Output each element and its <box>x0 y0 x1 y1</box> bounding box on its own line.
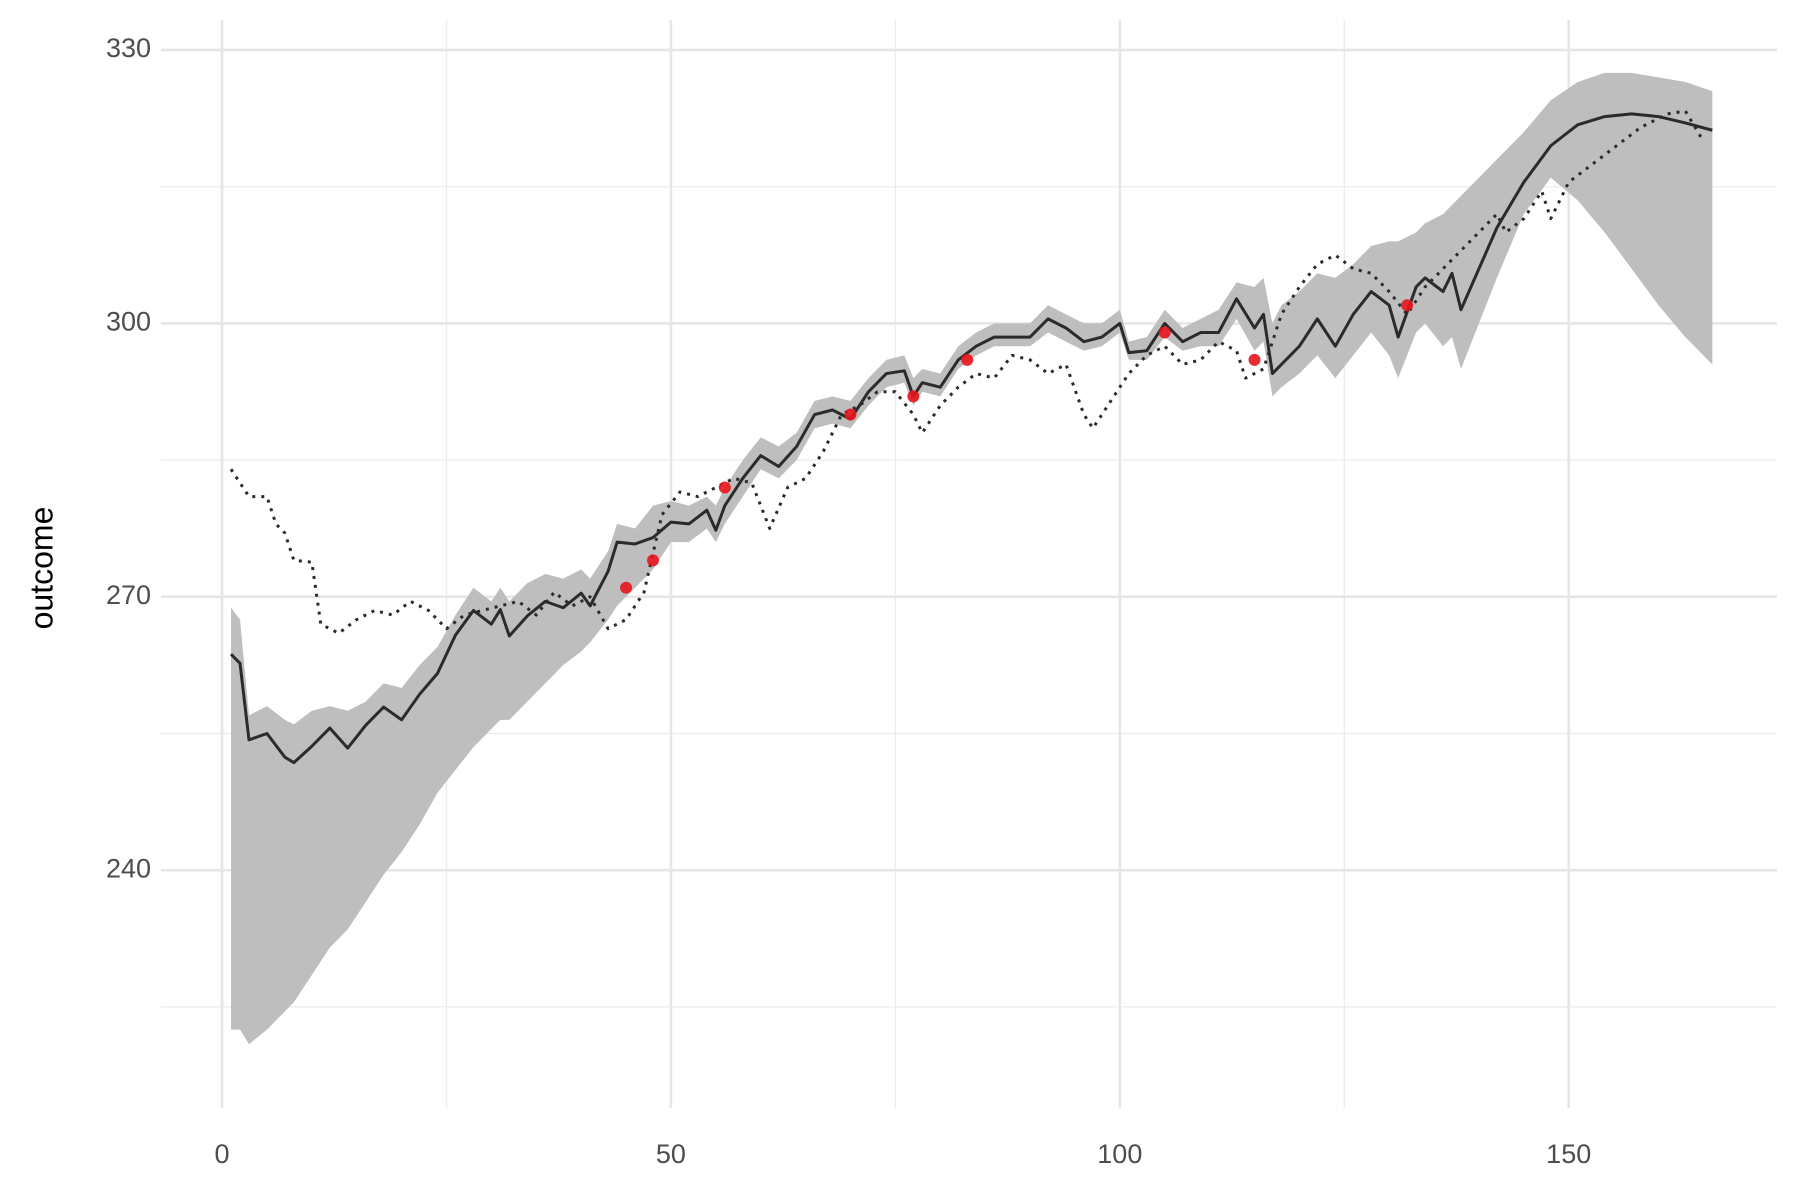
point <box>1248 353 1261 366</box>
point <box>844 408 857 421</box>
y-tick-label: 240 <box>106 853 151 883</box>
y-axis-label: outcome <box>23 507 59 630</box>
point <box>620 581 633 594</box>
x-tick-label: 50 <box>656 1139 686 1169</box>
point <box>1158 326 1171 339</box>
y-tick-label: 330 <box>106 33 151 63</box>
point <box>646 554 659 567</box>
x-tick-label: 150 <box>1546 1139 1591 1169</box>
point <box>907 390 920 403</box>
y-tick-label: 270 <box>106 580 151 610</box>
point <box>1401 299 1414 312</box>
point <box>961 353 974 366</box>
dotted-line <box>229 109 1705 635</box>
x-tick-label: 100 <box>1097 1139 1142 1169</box>
confidence-band <box>231 72 1713 1045</box>
point <box>718 481 731 494</box>
x-tick-label: 0 <box>215 1139 230 1169</box>
y-tick-label: 300 <box>106 307 151 337</box>
line <box>229 112 1713 765</box>
